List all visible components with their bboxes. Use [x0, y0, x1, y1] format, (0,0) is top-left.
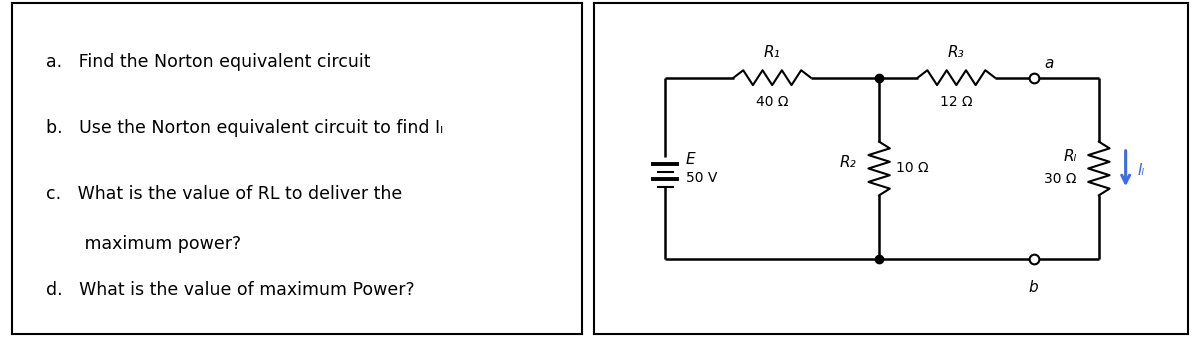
Text: R₂: R₂ [840, 155, 857, 170]
Text: 10 Ω: 10 Ω [895, 161, 929, 176]
Text: Rₗ: Rₗ [1063, 149, 1076, 164]
Text: 30 Ω: 30 Ω [1044, 172, 1076, 186]
Text: 40 Ω: 40 Ω [756, 95, 788, 109]
Text: b: b [1028, 280, 1038, 295]
Text: 50 V: 50 V [686, 171, 718, 185]
Text: R₁: R₁ [764, 45, 780, 60]
Text: Iₗ: Iₗ [1138, 163, 1145, 178]
Text: a: a [1044, 57, 1054, 71]
Text: maximum power?: maximum power? [46, 235, 241, 252]
Text: E: E [686, 152, 696, 167]
Text: a.   Find the Norton equivalent circuit: a. Find the Norton equivalent circuit [46, 53, 371, 71]
Text: R₃: R₃ [948, 45, 965, 60]
Text: 12 Ω: 12 Ω [940, 95, 973, 109]
Text: c.   What is the value of RL to deliver the: c. What is the value of RL to deliver th… [46, 185, 402, 203]
Text: b.   Use the Norton equivalent circuit to find Iₗ: b. Use the Norton equivalent circuit to … [46, 119, 443, 137]
Text: d.   What is the value of maximum Power?: d. What is the value of maximum Power? [46, 281, 415, 299]
